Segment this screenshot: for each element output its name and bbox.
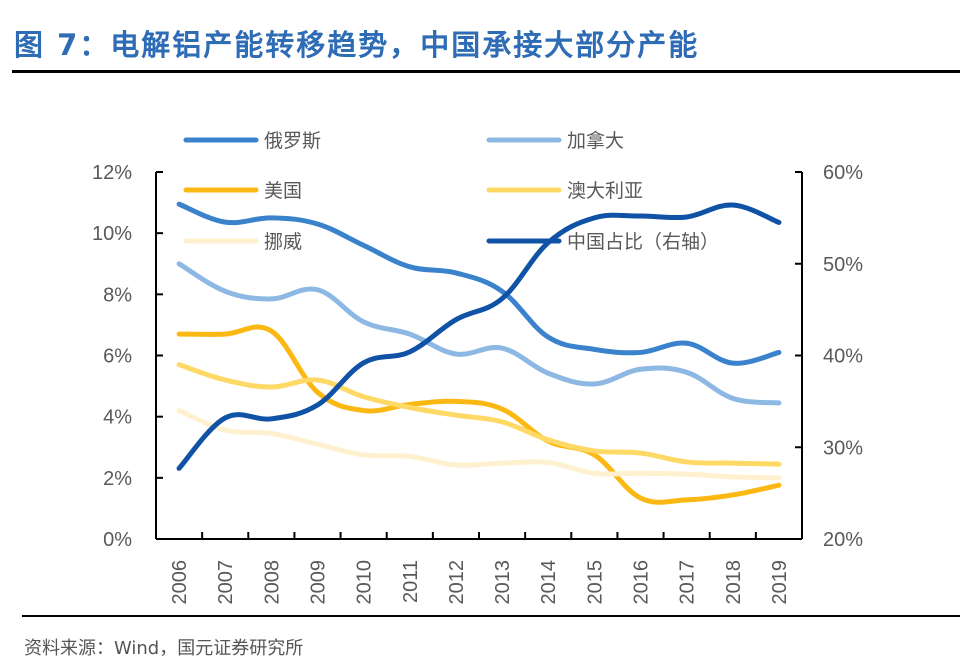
x-tick-label: 2012 [446, 560, 468, 605]
legend-item-australia: 澳大利亚 [486, 180, 643, 202]
x-tick-label: 2006 [169, 560, 191, 605]
legend-label: 俄罗斯 [264, 130, 321, 152]
x-tick-label: 2013 [492, 560, 514, 605]
series-line-china-share [176, 202, 782, 471]
y-right-tick-label: 60% [823, 162, 863, 184]
x-tick-label: 2009 [308, 560, 330, 605]
source-divider [22, 615, 960, 617]
y-right-tick-label: 40% [823, 346, 863, 368]
axes: 0% 2% 4% 6% 8% 10% 12% 20% 30% 40% 50% 60% 2006 2007 2… [92, 162, 863, 605]
source-note: 资料来源：Wind，国元证券研究所 [24, 638, 304, 659]
legend-label: 澳大利亚 [567, 180, 643, 202]
y-left-tick-label: 12% [92, 162, 132, 184]
series-canada [176, 261, 782, 406]
legend-label: 美国 [264, 180, 302, 202]
x-tick-label: 2017 [677, 560, 699, 605]
x-tick-label: 2018 [723, 560, 745, 605]
legend-item-canada: 加拿大 [486, 129, 624, 152]
y-left-tick-label: 0% [103, 529, 132, 551]
x-tick-label: 2015 [584, 560, 606, 605]
series-norway [176, 408, 782, 481]
figure-title: 图 7：电解铝产能转移趋势，中国承接大部分产能 [14, 28, 700, 62]
legend-item-russia: 俄罗斯 [183, 130, 321, 152]
series-line-australia [176, 362, 782, 467]
x-tick-label: 2010 [354, 560, 376, 605]
y-left-tick-label: 8% [103, 284, 132, 306]
legend-label: 加拿大 [567, 129, 624, 152]
x-tick-label: 2011 [400, 560, 422, 603]
series-line-usa [176, 324, 782, 505]
series-line-canada [176, 261, 782, 406]
x-tick-label: 2014 [538, 560, 560, 605]
x-tick-label: 2008 [261, 560, 283, 605]
legend-label: 中国占比（右轴） [567, 231, 719, 253]
y-left-tick-label: 6% [103, 346, 132, 368]
y-right-tick-label: 20% [823, 529, 863, 551]
series-china-share [176, 202, 782, 471]
y-left-tick-label: 10% [92, 223, 132, 245]
y-left-tick-label: 2% [103, 468, 132, 490]
series-russia [176, 201, 782, 366]
legend-item-usa: 美国 [183, 180, 302, 202]
x-tick-label: 2007 [215, 560, 237, 605]
title-divider [12, 70, 960, 73]
x-tick-label: 2016 [631, 560, 653, 605]
y-right-tick-label: 30% [823, 437, 863, 459]
legend-item-china-share: 中国占比（右轴） [486, 231, 719, 253]
y-left-tick-label: 4% [103, 407, 132, 429]
x-tick-label: 2019 [769, 560, 791, 605]
series-line-norway [176, 408, 782, 481]
legend-label: 挪威 [264, 231, 302, 253]
series-line-russia [176, 201, 782, 366]
series-australia [176, 362, 782, 467]
y-right-tick-label: 50% [823, 254, 863, 276]
series-lines [176, 201, 782, 505]
legend-item-norway: 挪威 [183, 231, 302, 253]
